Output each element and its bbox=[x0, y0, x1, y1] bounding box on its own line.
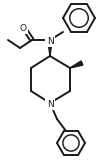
Text: O: O bbox=[20, 24, 26, 32]
Polygon shape bbox=[48, 40, 52, 56]
Polygon shape bbox=[70, 61, 83, 68]
Text: N: N bbox=[47, 100, 53, 108]
Text: N: N bbox=[47, 36, 53, 45]
